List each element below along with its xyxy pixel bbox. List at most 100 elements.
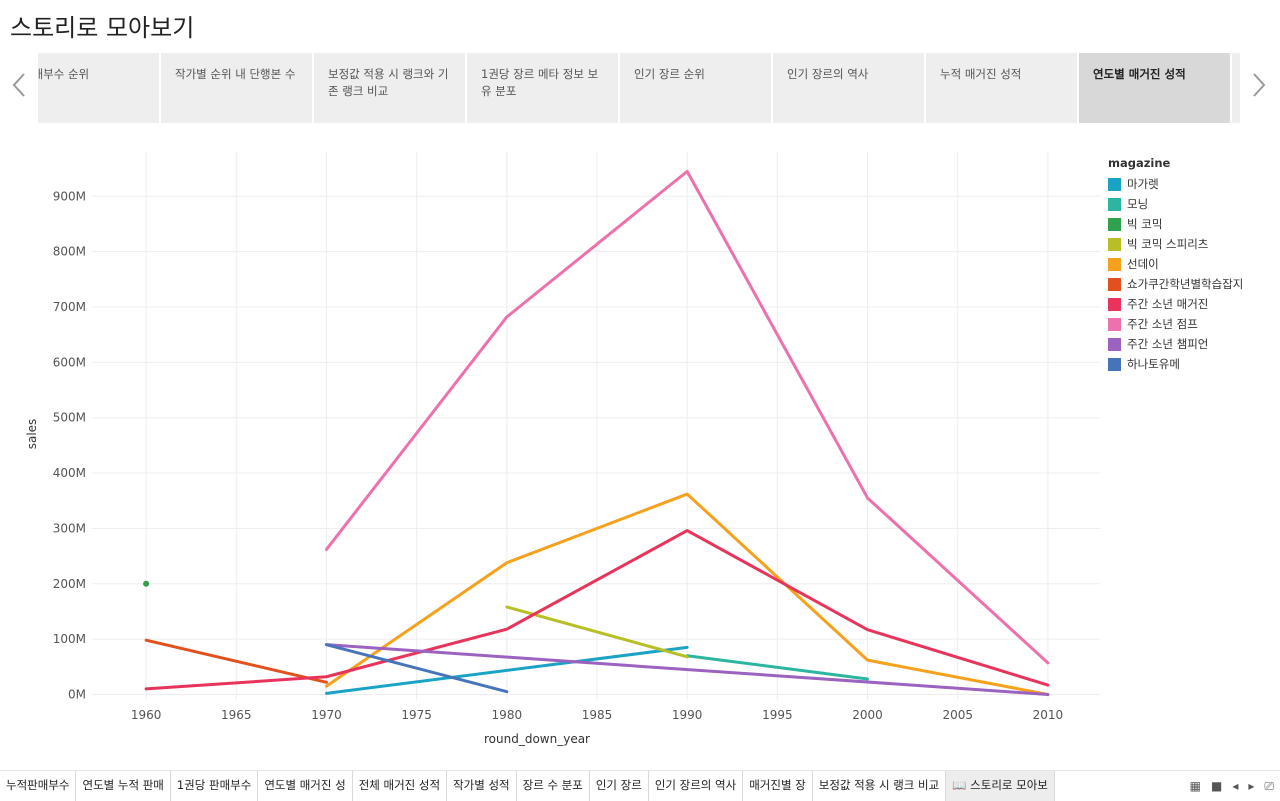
x-tick-label: 1975 — [401, 708, 432, 722]
series-line — [324, 645, 689, 695]
legend-item[interactable]: 선데이 — [1108, 254, 1243, 274]
y-axis-label: sales — [25, 419, 39, 450]
story-tab[interactable]: 누적 매거진 성적 — [926, 53, 1077, 123]
story-prev-button[interactable] — [8, 70, 30, 106]
legend-label: 마가렛 — [1127, 177, 1159, 191]
series-line — [324, 169, 1050, 665]
legend-swatch — [1108, 317, 1121, 331]
x-axis-label: round_down_year — [484, 732, 590, 746]
y-tick-label: 300M — [53, 521, 86, 535]
caret-right-icon[interactable]: ▸ — [1248, 779, 1255, 793]
legend-swatch — [1108, 197, 1121, 211]
legend-item[interactable]: 마가렛 — [1108, 174, 1243, 194]
legend-label: 하나토유메 — [1127, 357, 1180, 371]
story-tab[interactable]: 인기 장르의 역사 — [773, 53, 924, 123]
sheet-tab-label: 전체 매거진 성적 — [358, 778, 441, 792]
legend-label: 주간 소년 매거진 — [1127, 297, 1209, 311]
page-title: 스토리로 모아보기 — [10, 14, 195, 42]
story-next-button[interactable] — [1248, 70, 1270, 106]
legend-swatch — [1108, 277, 1121, 291]
sheet-tab-label: 1권당 판매부수 — [176, 778, 252, 792]
series-line — [324, 492, 1050, 696]
legend-item[interactable]: 모닝 — [1108, 194, 1243, 214]
legend-swatch — [1108, 357, 1121, 371]
x-tick-label: 1995 — [762, 708, 793, 722]
y-tick-label: 900M — [53, 189, 86, 203]
x-tick-label: 2005 — [942, 708, 973, 722]
series-line — [324, 643, 509, 694]
sheet-tab[interactable]: 매거진별 장 — [743, 771, 813, 801]
legend-item[interactable]: 빅 코믹 스피리츠 — [1108, 234, 1243, 254]
presentation-icon[interactable]: ⎚ — [1264, 779, 1274, 793]
story-tab[interactable]: 매거진별 — [1232, 53, 1240, 123]
y-tick-label: 700M — [53, 300, 86, 314]
legend-title: magazine — [1108, 156, 1171, 170]
story-tab[interactable]: 판매부수 순위 — [38, 53, 159, 123]
story-tab[interactable]: 1권당 장르 메타 정보 보유 분포 — [467, 53, 618, 123]
legend-label: 빅 코믹 스피리츠 — [1127, 237, 1209, 251]
legend-item[interactable]: 주간 소년 챔피언 — [1108, 334, 1243, 354]
line-chart: 1960 1965 1970 1975 1980 1985 1990 1995 2000 2005… — [25, 152, 1100, 746]
x-tick-label: 1970 — [311, 708, 342, 722]
square-icon[interactable]: ■ — [1210, 779, 1223, 793]
x-tick-label: 1985 — [582, 708, 613, 722]
series-line — [144, 638, 328, 684]
series-line — [505, 605, 689, 659]
grid-icon[interactable]: ▦ — [1189, 779, 1201, 793]
sheet-tab[interactable]: 인기 장르의 역사 — [649, 771, 744, 801]
sheet-tab-label: 누적판매부수 — [6, 778, 70, 792]
y-tick-label: 100M — [53, 632, 86, 646]
y-tick-label: 400M — [53, 466, 86, 480]
series-point — [143, 580, 150, 587]
bottom-tab-bar: 누적판매부수 연도별 누적 판매 1권당 판매부수 연도별 매거진 성 전체 매거진 성… — [0, 770, 1280, 801]
story-tab[interactable]: 보정값 적용 시 랭크와 기존 랭크 비교 — [314, 53, 465, 123]
sheet-tab[interactable]: 연도별 누적 판매 — [76, 771, 171, 801]
legend-item[interactable]: 하나토유메 — [1108, 354, 1243, 374]
legend-label: 주간 소년 챔피언 — [1127, 337, 1209, 351]
legend-swatch — [1108, 237, 1121, 251]
legend-swatch — [1108, 257, 1121, 271]
story-tab[interactable]: 연도별 매거진 성적 — [1079, 53, 1230, 123]
legend-item[interactable]: 빅 코믹 — [1108, 214, 1243, 234]
sheet-tab-label: 보정값 적용 시 랭크 비교 — [818, 778, 940, 792]
legend-label: 쇼가쿠간학년별학습잡지 — [1127, 277, 1244, 291]
sheet-tab-label: 장르 수 분포 — [522, 778, 583, 792]
legend-item[interactable]: 주간 소년 점프 — [1108, 314, 1243, 334]
sheet-tab[interactable]: 연도별 매거진 성 — [258, 771, 353, 801]
sheet-tab-label: 매거진별 장 — [749, 778, 806, 792]
sheet-tab[interactable]: 누적판매부수 — [0, 771, 77, 801]
legend-item[interactable]: 쇼가쿠간학년별학습잡지 — [1108, 274, 1243, 294]
series-line — [144, 529, 1050, 691]
sheet-tab-label: 인기 장르의 역사 — [654, 778, 737, 792]
y-tick-label: 600M — [53, 355, 86, 369]
sheet-tab[interactable]: 작가별 성적 — [447, 771, 517, 801]
sheet-tab[interactable]: 전체 매거진 성적 — [353, 771, 448, 801]
x-tick-label: 2000 — [852, 708, 883, 722]
x-tick-label: 1965 — [221, 708, 252, 722]
sheet-tab-label: 연도별 누적 판매 — [82, 778, 164, 792]
sheet-tab[interactable]: 1권당 판매부수 — [171, 771, 259, 801]
caret-left-icon[interactable]: ◂ — [1232, 779, 1239, 793]
sheet-tab[interactable]: 보정값 적용 시 랭크 비교 — [813, 771, 947, 801]
x-tick-label: 2010 — [1033, 708, 1064, 722]
story-tab[interactable]: 인기 장르 순위 — [620, 53, 771, 123]
story-tab[interactable]: 작가별 순위 내 단행본 수 — [161, 53, 312, 123]
x-tick-label: 1980 — [492, 708, 523, 722]
legend-swatch — [1108, 177, 1121, 191]
legend-swatch — [1108, 337, 1121, 351]
y-tick-label: 500M — [53, 411, 86, 425]
legend-swatch — [1108, 297, 1121, 311]
legend-item[interactable]: 주간 소년 매거진 — [1108, 294, 1243, 314]
sheet-tab[interactable]: 장르 수 분포 — [517, 771, 590, 801]
sheet-tab-label: 연도별 매거진 성 — [264, 778, 346, 792]
y-tick-label: 800M — [53, 245, 86, 259]
y-tick-label: 0M — [68, 687, 86, 701]
legend-label: 주간 소년 점프 — [1127, 317, 1198, 331]
sheet-tab[interactable]: 인기 장르 — [590, 771, 649, 801]
chevron-right-icon — [1253, 73, 1266, 97]
series-line — [685, 654, 870, 681]
sheet-tab[interactable]: 📖 스토리로 모아보 — [946, 771, 1055, 801]
legend-swatch — [1108, 217, 1121, 231]
series-line — [324, 643, 1050, 696]
